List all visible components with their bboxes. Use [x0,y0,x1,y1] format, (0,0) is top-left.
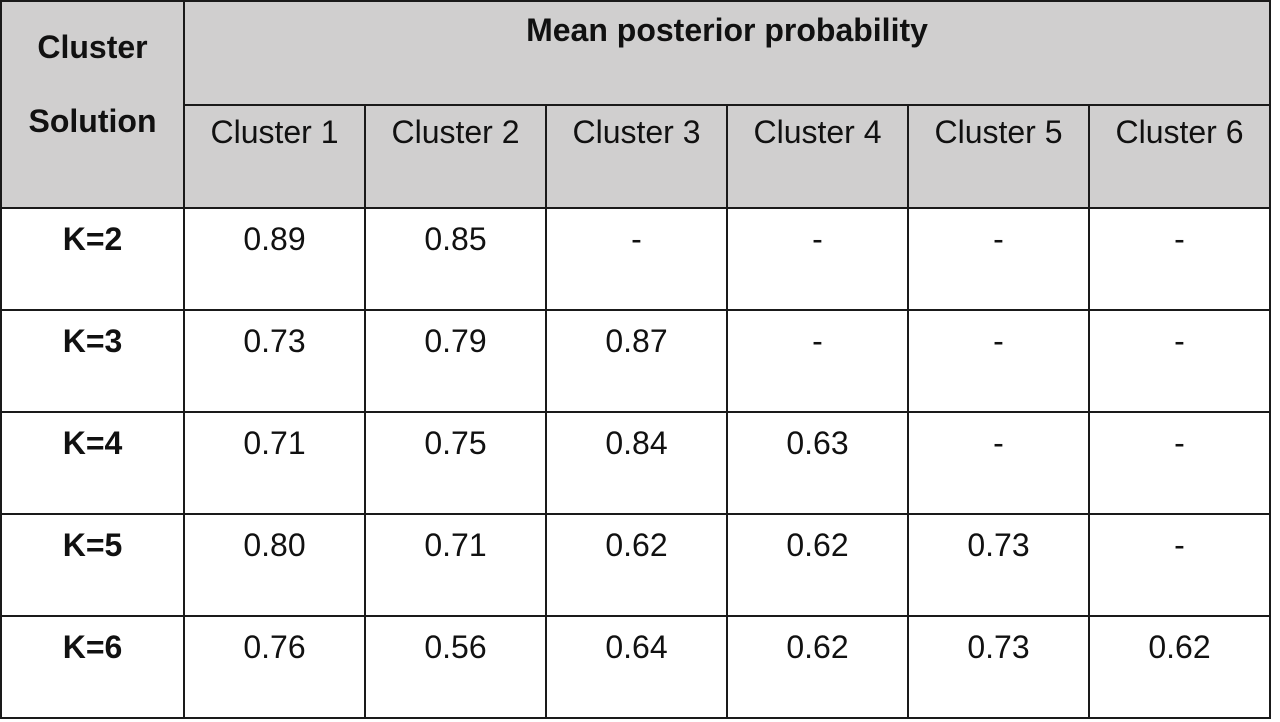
table-cell: 0.62 [547,515,726,615]
row-header: K=2 [2,209,183,309]
table-cell: - [1090,209,1269,309]
table-cell: 0.62 [728,515,907,615]
row-header: K=4 [2,413,183,513]
table-cell: - [909,413,1088,513]
table-cell: 0.84 [547,413,726,513]
table-cell: 0.56 [366,617,545,717]
column-header: Cluster 6 [1090,106,1269,207]
table-cell: 0.71 [185,413,364,513]
table-cell: 0.73 [909,515,1088,615]
corner-header: Cluster Solution [2,2,183,207]
table-cell: 0.89 [185,209,364,309]
table-cell: 0.64 [547,617,726,717]
table-cell: - [728,209,907,309]
table-cell: - [909,311,1088,411]
table-cell: - [909,209,1088,309]
column-header: Cluster 4 [728,106,907,207]
table-cell: 0.85 [366,209,545,309]
row-header: K=5 [2,515,183,615]
table-cell: 0.75 [366,413,545,513]
table-cell: - [1090,515,1269,615]
table-cell: 0.73 [909,617,1088,717]
group-header: Mean posterior probability [185,2,1269,104]
table-cell: 0.62 [1090,617,1269,717]
table-cell: 0.87 [547,311,726,411]
table-cell: 0.76 [185,617,364,717]
row-header: K=6 [2,617,183,717]
table-cell: - [1090,413,1269,513]
row-header: K=3 [2,311,183,411]
column-header: Cluster 1 [185,106,364,207]
table-cell: - [547,209,726,309]
table-cell: 0.73 [185,311,364,411]
table-cell: - [728,311,907,411]
table-cell: 0.62 [728,617,907,717]
table-cell: - [1090,311,1269,411]
table-cell: 0.80 [185,515,364,615]
table-cell: 0.71 [366,515,545,615]
column-header: Cluster 3 [547,106,726,207]
table-cell: 0.79 [366,311,545,411]
table-cell: 0.63 [728,413,907,513]
corner-line: Solution [28,103,157,139]
column-header: Cluster 2 [366,106,545,207]
column-header: Cluster 5 [909,106,1088,207]
corner-line: Cluster [37,29,148,65]
